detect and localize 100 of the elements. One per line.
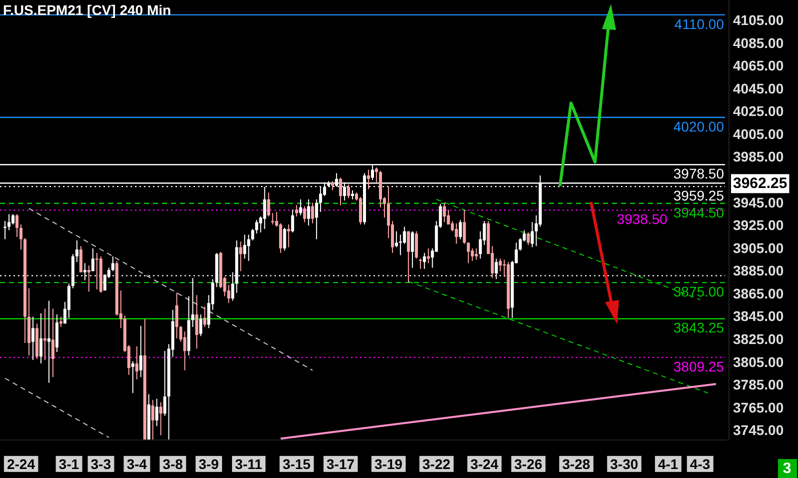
y-tick-label: 3885.00 [733, 262, 784, 279]
candlestick [315, 198, 318, 240]
candlestick [414, 230, 418, 260]
x-tick-label: 3-19 [374, 456, 403, 472]
x-tick-label: 3-3 [90, 456, 112, 472]
candlestick [406, 230, 410, 284]
x-tick-label: 3-9 [198, 456, 220, 472]
y-tick-label: 4025.00 [733, 103, 784, 120]
x-tick-label: 3-28 [562, 456, 590, 472]
x-tick-label: 3-15 [282, 456, 311, 472]
y-tick-label: 3745.00 [733, 422, 784, 438]
ref-line-label: 4110.00 [674, 16, 724, 32]
candlestick [163, 350, 166, 416]
y-tick-label: 4005.00 [733, 126, 784, 142]
y-tick-label: 3945.00 [733, 194, 784, 210]
x-tick-label: 4-3 [690, 456, 710, 472]
chart-title: F.US.EPM21 [CV] 240 Min [3, 2, 172, 18]
candlestick [498, 258, 502, 272]
ref-line-label: 3978.50 [673, 166, 724, 182]
x-tick-label: 3-30 [610, 456, 638, 472]
x-tick-label: 2-24 [6, 456, 36, 472]
candlestick [263, 186, 266, 230]
text: 3 [782, 460, 792, 477]
candlestick [195, 294, 198, 350]
ref-line-label: 3875.00 [673, 284, 724, 300]
y-tick-label: 3785.00 [733, 376, 784, 393]
candlestick [255, 219, 258, 234]
candlestick [103, 274, 106, 292]
x-tick-label: 3-11 [235, 456, 262, 472]
candlestick [518, 238, 522, 252]
candlestick [347, 184, 350, 199]
candlestick [75, 240, 78, 263]
candlestick [299, 198, 302, 216]
y-tick-label: 3805.00 [733, 354, 784, 370]
candlestick [251, 228, 254, 241]
y-tick-label: 3905.00 [733, 240, 784, 256]
candlestick [203, 306, 206, 328]
x-tick-label: 3-17 [326, 456, 355, 472]
candlestick [95, 252, 98, 290]
candlestick [155, 398, 158, 427]
candlestick [442, 202, 446, 223]
candlestick [91, 248, 94, 272]
candlestick [131, 360, 134, 394]
candlestick [366, 169, 370, 190]
candlestick [11, 214, 14, 225]
candlestick [7, 214, 10, 231]
candlestick [311, 202, 314, 224]
x-tick-label: 3-26 [514, 456, 542, 472]
candlestick [47, 300, 50, 384]
candlestick [51, 308, 54, 378]
y-tick-label: 3825.00 [733, 330, 784, 347]
candlestick [291, 209, 294, 233]
candlestick [359, 196, 362, 225]
x-tick-label: 3-1 [58, 456, 80, 472]
candlestick [267, 192, 270, 217]
candlestick [474, 248, 478, 260]
candlestick [159, 402, 162, 436]
candlestick [402, 226, 406, 244]
candlestick [151, 399, 154, 440]
x-tick-label: 4-1 [658, 456, 678, 472]
candlestick [191, 277, 194, 328]
candlestick [394, 230, 398, 248]
y-tick-label: 3925.00 [733, 217, 784, 234]
candlestick [135, 346, 138, 380]
x-tick-label: 3-8 [162, 456, 184, 472]
candlestick [462, 209, 466, 244]
candlestick [458, 219, 462, 240]
candlestick [31, 316, 34, 361]
candlestick [247, 234, 250, 262]
ref-line-label: 3962.25 [733, 175, 788, 192]
ref-line-label: 3959.25 [673, 188, 724, 204]
candlestick [466, 242, 470, 264]
candlestick [175, 292, 178, 339]
candlestick [530, 222, 534, 248]
candlestick [374, 166, 378, 183]
y-tick-label: 4105.00 [733, 12, 784, 28]
candlestick [3, 220, 6, 240]
y-tick-label: 3845.00 [733, 308, 784, 324]
candlestick [295, 204, 298, 217]
y-tick-label: 4045.00 [733, 80, 784, 96]
candlestick [307, 198, 310, 226]
ref-line-label: 3843.25 [673, 320, 724, 336]
candlestick [287, 224, 290, 248]
x-tick-label: 3-22 [422, 456, 451, 472]
candlestick [351, 190, 354, 200]
y-tick-label: 3985.00 [733, 148, 784, 165]
candlestick [15, 214, 18, 238]
candlestick [283, 227, 286, 252]
ref-line-label: 3938.50 [616, 211, 668, 228]
ref-line-label: 3944.50 [673, 204, 724, 220]
candlestick [39, 312, 42, 364]
y-tick-label: 3865.00 [733, 285, 784, 302]
candlestick [239, 241, 242, 272]
ref-line-label: 4020.00 [673, 118, 724, 134]
y-tick-label: 4065.00 [733, 58, 784, 74]
candlestick [19, 224, 22, 250]
candlestick [422, 252, 426, 270]
candlestick [111, 256, 114, 272]
candlestick [339, 177, 342, 206]
candlestick [410, 230, 414, 268]
